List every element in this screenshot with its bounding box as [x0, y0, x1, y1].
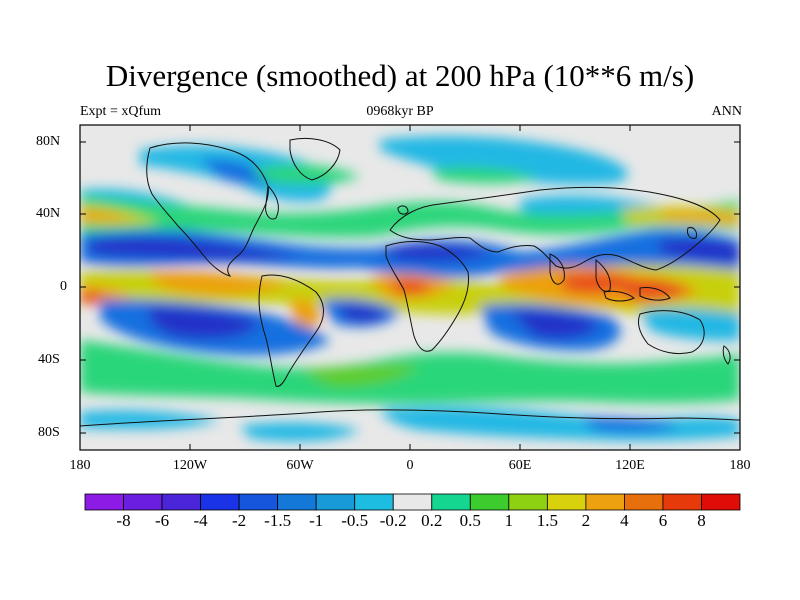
field-region-weak-pos — [430, 167, 540, 184]
colorbar-swatch — [662, 493, 702, 511]
colorbar-swatch — [123, 493, 163, 511]
colorbar-label: 0.2 — [421, 511, 443, 530]
lat-label-0: 0 — [60, 279, 67, 294]
field-region-pos-red — [560, 272, 640, 294]
field-region-strong-neg — [380, 244, 495, 262]
field-region-weak-neg — [240, 422, 360, 442]
field-region-pos-orange — [150, 270, 290, 296]
colorbar-swatch — [469, 493, 510, 511]
colorbar-swatch — [354, 493, 394, 511]
field-region-strong-neg — [90, 237, 300, 260]
colorbar — [84, 493, 741, 511]
colorbar-swatch — [161, 493, 201, 511]
field-region-pos-red — [620, 279, 690, 301]
field-region-pos-red — [392, 279, 432, 295]
lon-label-60w: 60W — [286, 458, 314, 473]
lon-label-60e: 60E — [508, 458, 532, 473]
colorbar-swatch — [431, 493, 471, 511]
field-region-weak-pos — [250, 164, 360, 185]
field-region-strong-neg — [340, 305, 388, 323]
colorbar-label: 0.5 — [459, 511, 481, 530]
colorbar-label: -0.2 — [379, 511, 407, 530]
lon-label-180-left: 180 — [69, 458, 91, 473]
period-label: 0968kyr BP — [366, 104, 434, 119]
colorbar-swatch — [701, 493, 741, 511]
colorbar-swatch — [238, 493, 279, 511]
colorbar-label: 1.5 — [536, 511, 558, 530]
colorbar-swatch — [315, 493, 356, 511]
field-region-strong-neg — [510, 310, 600, 339]
experiment-label: Expt = xQfum — [80, 104, 161, 119]
colorbar-label: -4 — [193, 511, 208, 530]
lat-label-40s: 40S — [38, 352, 60, 367]
lat-tick-marks — [80, 141, 740, 434]
lon-label-180-right: 180 — [729, 458, 751, 473]
colorbar-swatch — [585, 493, 625, 511]
colorbar-label: 8 — [697, 511, 706, 530]
field-region-pos-orange — [290, 298, 322, 330]
coastlines — [80, 137, 740, 427]
lon-tick-marks — [79, 125, 741, 450]
plot-title: Divergence (smoothed) at 200 hPa (10**6 … — [105, 58, 695, 93]
lon-label-0: 0 — [406, 458, 414, 473]
colorbar-label: 2 — [581, 511, 591, 530]
field-region-weak-neg — [640, 308, 740, 341]
colorbar-label: -6 — [154, 511, 170, 530]
season-label: ANN — [711, 104, 742, 119]
colorbar-label: -0.5 — [341, 511, 369, 530]
field-region-weak-neg — [380, 407, 740, 441]
colorbar-label: -1 — [309, 511, 324, 530]
colorbar-swatch — [84, 493, 124, 511]
colorbar-label: -2 — [232, 511, 247, 530]
field-region-strong-neg — [148, 307, 260, 339]
lon-label-120w: 120W — [172, 458, 208, 473]
colorbar-swatch — [624, 493, 664, 511]
divergence-field — [80, 125, 740, 450]
colorbar-label: 4 — [620, 511, 629, 530]
colorbar-label: 6 — [658, 511, 668, 530]
field-region-weak-pos — [80, 195, 740, 238]
lat-label-40n: 40N — [36, 206, 61, 221]
field-region-mid-neg — [200, 159, 280, 185]
field-region-weak-neg — [80, 410, 220, 430]
colorbar-swatch — [392, 493, 433, 511]
colorbar-label: -8 — [116, 511, 131, 530]
colorbar-label: -1.5 — [264, 511, 292, 530]
colorbar-swatch — [277, 493, 317, 511]
colorbar-swatch — [200, 493, 240, 511]
field-region-mid-pos — [300, 365, 420, 387]
lat-label-80n: 80N — [36, 134, 61, 149]
colorbar-swatch — [546, 493, 587, 511]
colorbar-label: 1 — [504, 511, 514, 530]
colorbar-swatch — [508, 493, 548, 511]
field-region-mid-neg — [580, 417, 680, 433]
field-region-strong-neg — [660, 238, 740, 262]
lat-label-80s: 80S — [38, 425, 60, 440]
field-region-pos-orange — [80, 210, 135, 222]
field-region-weak-neg — [380, 135, 628, 185]
lon-label-120e: 120E — [615, 458, 645, 473]
